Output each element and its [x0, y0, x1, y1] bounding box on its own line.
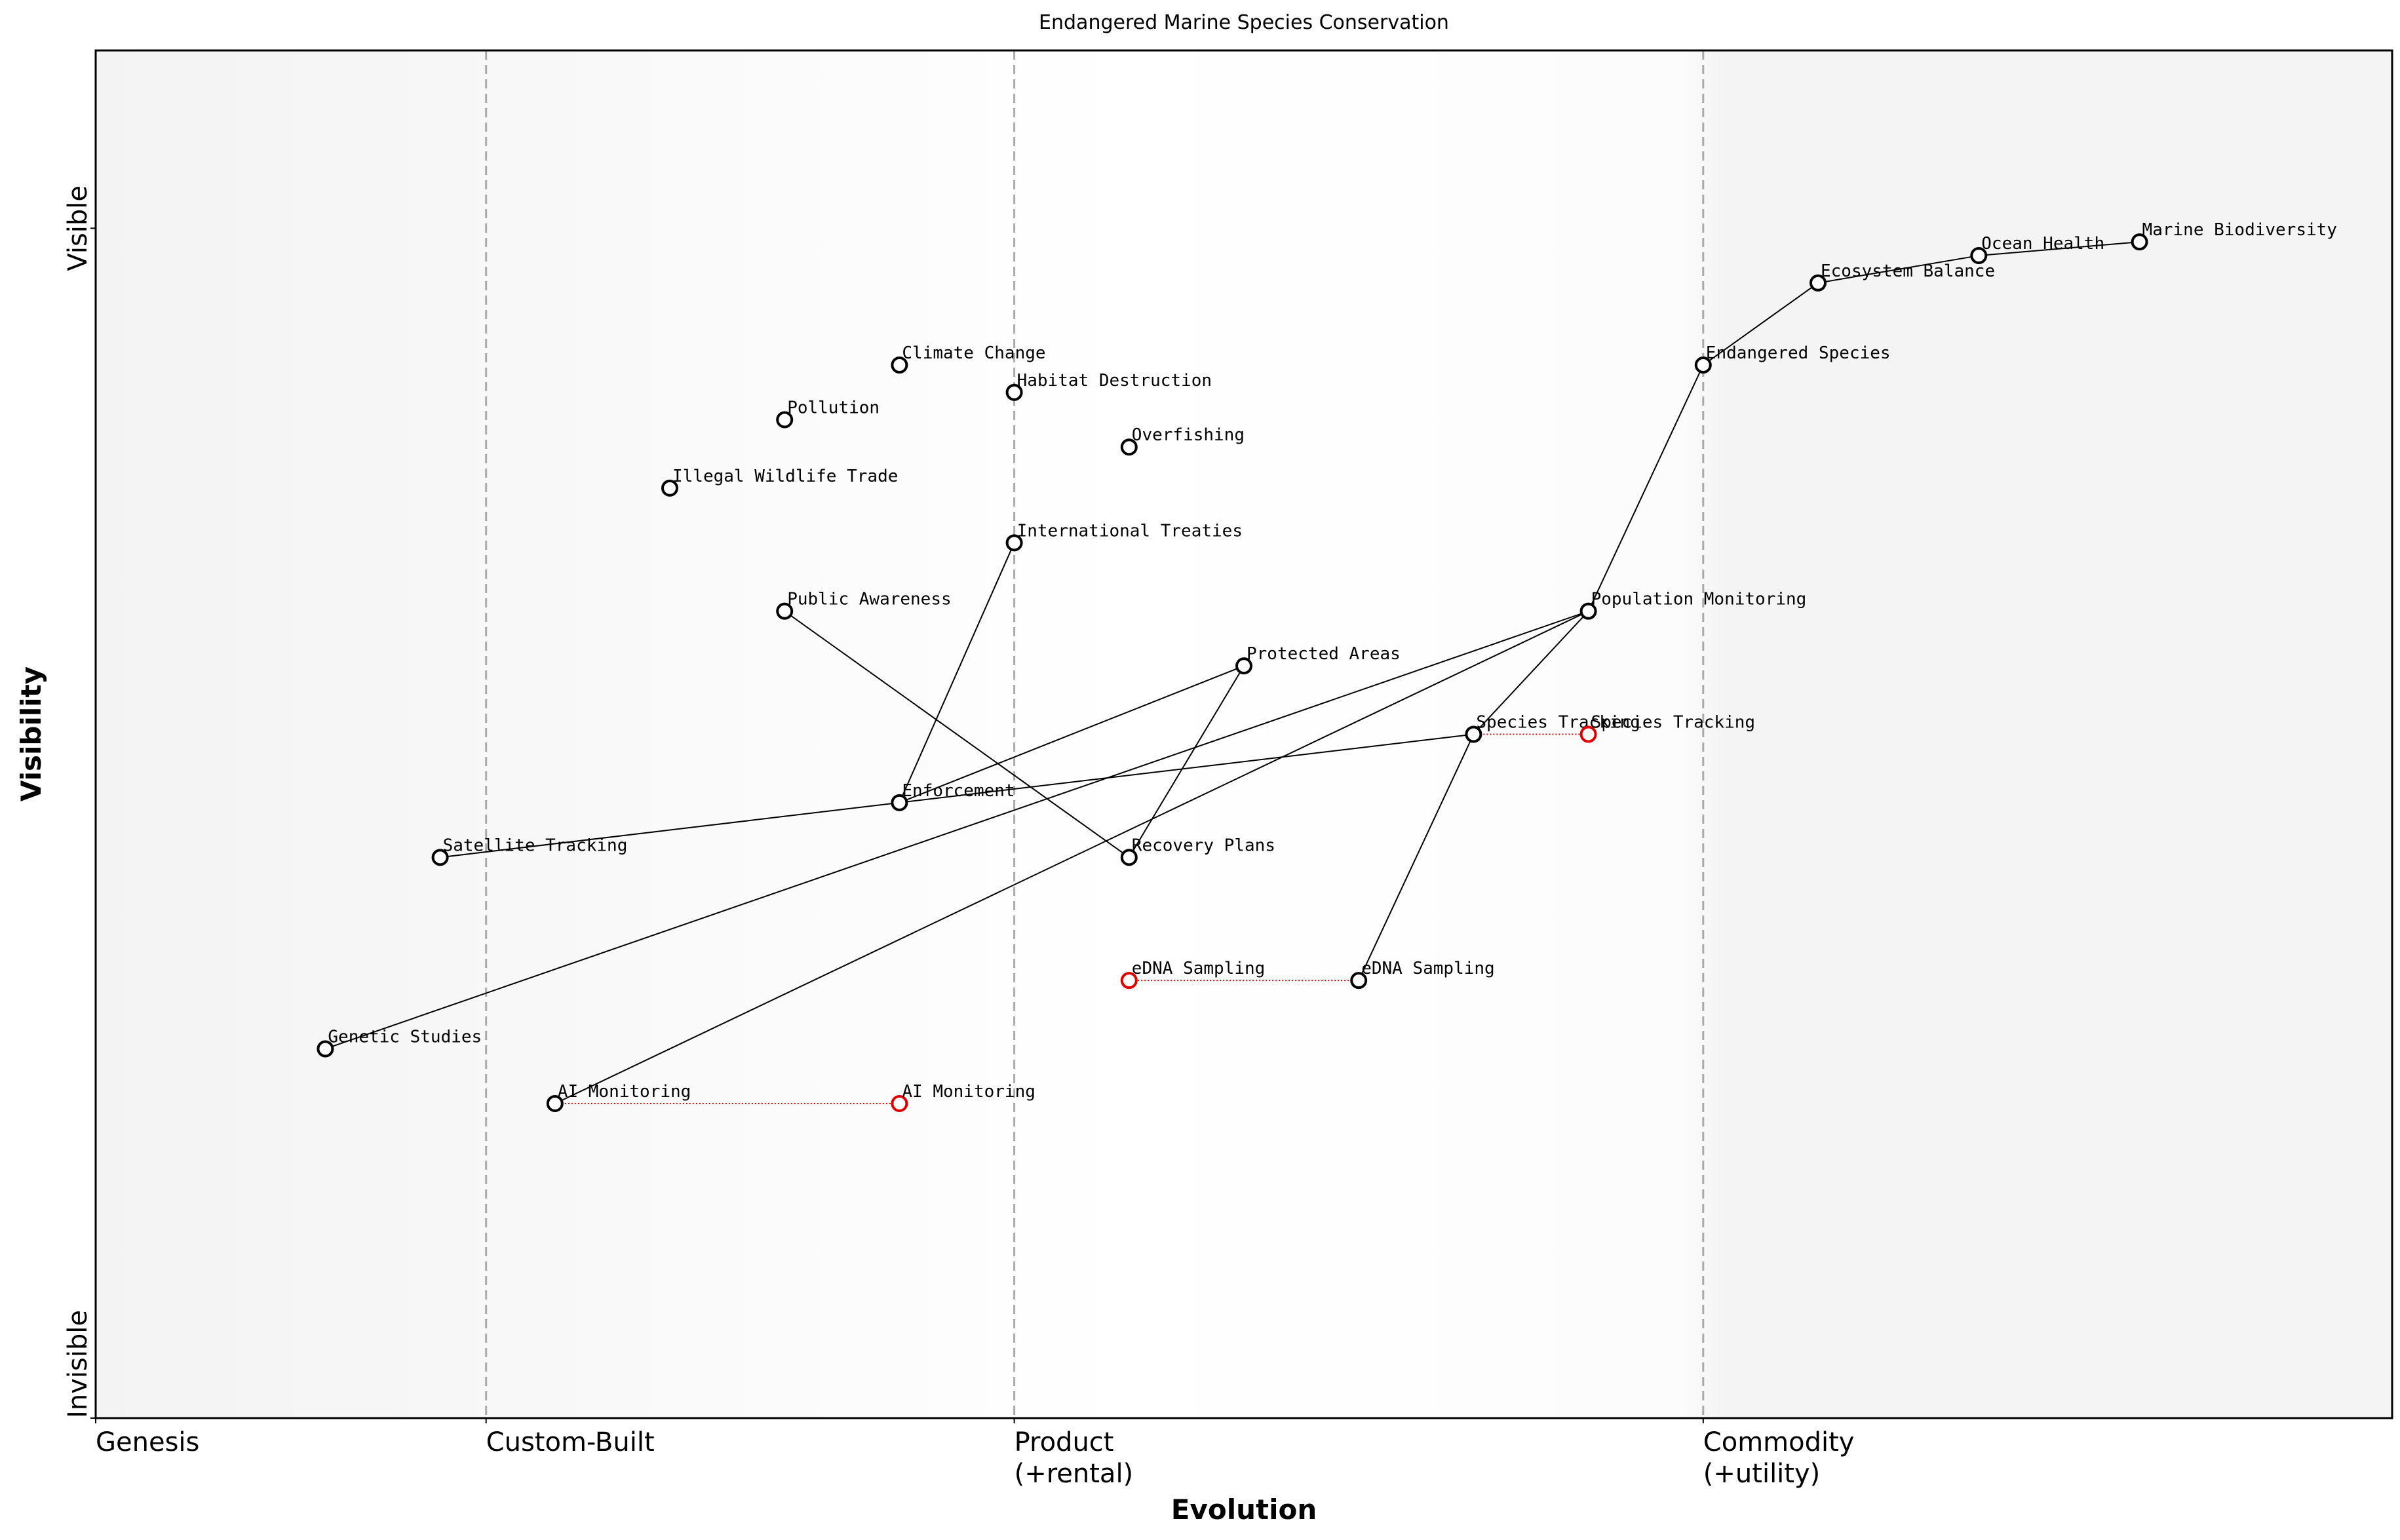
dependency-link [1587, 364, 1704, 612]
component-node [1810, 274, 1827, 292]
component-label: Ecosystem Balance [1821, 261, 1995, 281]
evolved-label: AI Monitoring [902, 1082, 1035, 1102]
evolved-label: eDNA Sampling [1132, 959, 1266, 978]
x-tick-label: Commodity (+utility) [1703, 1427, 1855, 1489]
x-tick-label: Product (+rental) [1015, 1427, 1134, 1489]
x-tick-label: Genesis [96, 1427, 199, 1457]
dependency-link [1703, 282, 1819, 366]
component-node [2131, 233, 2148, 251]
component-label: Overfishing [1132, 425, 1245, 445]
dependency-link [1128, 665, 1245, 858]
component-label: Public Awareness [787, 590, 951, 609]
dependency-link [440, 733, 1474, 858]
x-tick-label-line: Custom-Built [486, 1427, 655, 1457]
component-node [1350, 972, 1368, 990]
component-label: Recovery Plans [1132, 836, 1275, 855]
component-label: Population Monitoring [1591, 590, 1807, 609]
component-label: Species Tracking [1476, 713, 1640, 733]
component-node [1465, 725, 1482, 743]
component-node [1005, 383, 1023, 401]
map: Genesis Custom-Built Product (+rental) Commo… [63, 50, 2337, 1489]
component-label: eDNA Sampling [1361, 959, 1495, 978]
component-label: Marine Biodiversity [2142, 220, 2337, 240]
component-node [661, 479, 678, 497]
evolved-label: Species Tracking [1591, 713, 1755, 733]
evolved-node [1120, 972, 1138, 990]
component-label: Endangered Species [1706, 343, 1891, 363]
dependency-link [1817, 255, 1979, 284]
x-tick-label-line: Product [1015, 1427, 1114, 1457]
component-node [891, 356, 908, 374]
x-tick-label-line: Genesis [96, 1427, 199, 1457]
dependency-link [784, 610, 1130, 858]
x-tick-label-line: (+utility) [1703, 1459, 1820, 1489]
plot-frame [94, 49, 2393, 1419]
component-label: Protected Areas [1247, 644, 1401, 664]
evolved-node [891, 1094, 908, 1112]
x-tick-label-line: (+rental) [1015, 1459, 1134, 1489]
component-node [1235, 657, 1252, 675]
component-node [1970, 247, 1988, 265]
component-node [1120, 438, 1138, 456]
dependency-link [899, 665, 1245, 803]
component-label: Pollution [787, 398, 880, 417]
component-node [776, 411, 794, 429]
component-label: Satellite Tracking [443, 836, 628, 855]
dependency-link [1979, 241, 2140, 257]
y-tick-label: Invisible [63, 1310, 93, 1418]
component-label: International Treaties [1017, 521, 1243, 541]
dependency-link [325, 610, 1589, 1050]
component-node [1694, 356, 1712, 374]
component-node [546, 1094, 564, 1112]
component-label: Climate Change [902, 343, 1045, 363]
y-tick-label: Visible [63, 185, 93, 271]
dependency-link [1358, 734, 1475, 981]
component-label: Ocean Health [1981, 234, 2104, 254]
dependency-link [554, 610, 1589, 1104]
x-axis-label: Evolution [1171, 1493, 1317, 1526]
dependency-link [1473, 610, 1589, 735]
dependency-link [899, 542, 1015, 803]
component-node [1005, 534, 1023, 552]
component-node [776, 602, 794, 620]
plot-background [96, 50, 2392, 1418]
component-label: Genetic Studies [328, 1028, 482, 1047]
component-label: AI Monitoring [558, 1082, 691, 1102]
y-axis-label: Visibility [15, 666, 47, 801]
component-label: Habitat Destruction [1017, 371, 1212, 391]
component-node [1120, 849, 1138, 866]
chart-title: Endangered Marine Species Conservation [1039, 11, 1449, 34]
component-node [891, 794, 908, 811]
x-tick-label-line: Commodity [1703, 1427, 1855, 1457]
component-label: Illegal Wildlife Trade [672, 467, 898, 486]
evolved-node [1579, 725, 1597, 743]
component-node [431, 849, 449, 866]
x-tick-label: Custom-Built [486, 1427, 655, 1457]
component-node [317, 1040, 334, 1058]
component-label: Enforcement [902, 781, 1015, 801]
component-node [1579, 602, 1597, 620]
